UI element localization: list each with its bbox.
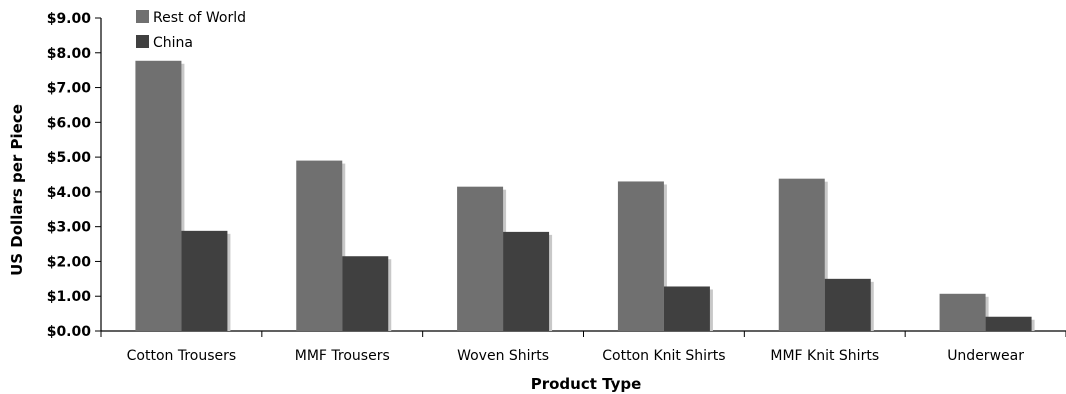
legend-label: Rest of World (153, 10, 246, 26)
bar (296, 160, 343, 331)
bar (503, 231, 550, 331)
x-tick-label: MMF Trousers (295, 348, 390, 364)
y-tick-label: $3.00 (47, 220, 92, 236)
y-tick-label: $8.00 (47, 46, 92, 62)
bar (824, 278, 871, 331)
y-tick-label: $1.00 (47, 289, 92, 305)
bar (617, 181, 664, 331)
bar (778, 178, 825, 331)
y-tick-label: $9.00 (47, 11, 92, 27)
legend: Rest of World China (136, 10, 246, 51)
x-axis-title: Product Type (531, 375, 642, 393)
x-tick-label: Cotton Knit Shirts (602, 348, 725, 364)
y-tick-label: $2.00 (47, 254, 92, 270)
y-tick-label: $7.00 (47, 81, 92, 97)
legend-swatch (136, 35, 149, 48)
x-tick-label: Cotton Trousers (127, 348, 237, 364)
bar (135, 60, 182, 331)
bar (663, 286, 710, 331)
y-tick-label: $6.00 (47, 115, 92, 131)
y-tick-label: $0.00 (47, 324, 92, 340)
x-tick-label: Underwear (947, 348, 1024, 364)
axes-layer (95, 17, 1066, 337)
labels-layer: $0.00 $1.00 $2.00 $3.00 $4.00 $5.00 $6.00 $7.00… (47, 11, 1025, 364)
bar (939, 293, 986, 331)
bar (181, 230, 228, 331)
y-tick-label: $5.00 (47, 150, 92, 166)
bars-layer (135, 60, 1035, 331)
y-axis-title: US Dollars per Piece (8, 104, 26, 276)
legend-swatch (136, 10, 149, 23)
bar (457, 186, 504, 331)
legend-label: China (153, 35, 193, 51)
y-tick-label: $4.00 (47, 185, 92, 201)
x-tick-label: MMF Knit Shirts (770, 348, 879, 364)
bar (985, 316, 1032, 331)
bar (342, 256, 389, 331)
x-tick-label: Woven Shirts (457, 348, 549, 364)
